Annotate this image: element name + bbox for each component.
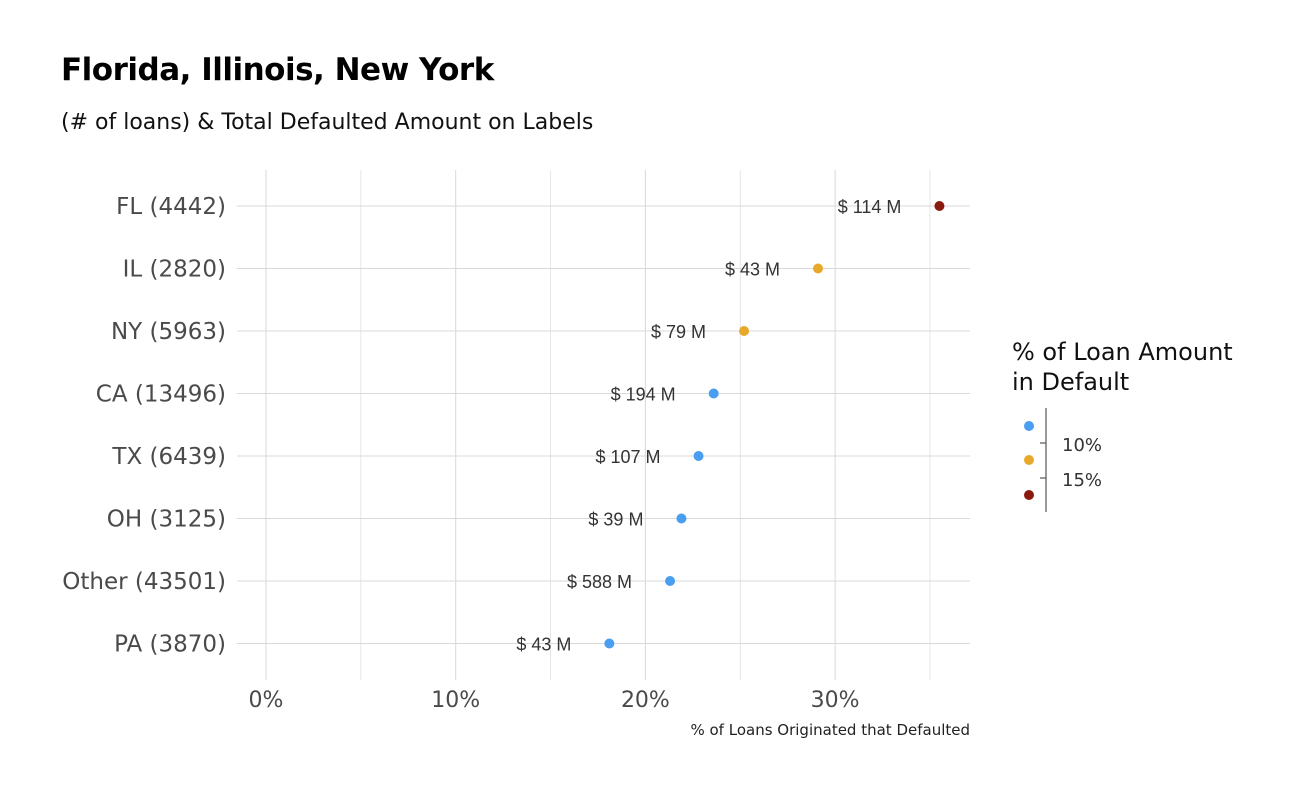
data-point (708, 388, 719, 399)
data-points (604, 201, 945, 649)
x-tick-label: 30% (811, 688, 860, 713)
legend-tick-label: 10% (1062, 435, 1102, 456)
data-point (676, 513, 687, 524)
data-label: $ 107 M (595, 447, 660, 467)
category-label: NY (5963) (111, 319, 226, 345)
x-axis-title: % of Loans Originated that Defaulted (690, 721, 970, 739)
legend-title-line-1: % of Loan Amount (1012, 338, 1233, 366)
legend-title-line-2: in Default (1012, 368, 1129, 396)
legend-key-low (1024, 421, 1034, 431)
legend: % of Loan Amount in Default 10% 15% (1012, 338, 1233, 512)
data-label: $ 588 M (567, 572, 632, 592)
category-label: OH (3125) (107, 507, 226, 533)
grid-lines (237, 170, 970, 680)
data-label: $ 43 M (725, 260, 780, 280)
data-label: $ 194 M (611, 385, 676, 405)
data-labels: $ 114 M $ 43 M $ 79 M $ 194 M $ 107 M $ 39 M $… (516, 197, 901, 655)
data-point (665, 576, 676, 586)
legend-key-mid (1024, 455, 1034, 465)
category-label: TX (6439) (111, 444, 226, 470)
data-point (739, 326, 750, 336)
category-labels: FL (4442) IL (2820) NY (5963) CA (13496) TX … (62, 194, 226, 658)
x-tick-label: 0% (249, 688, 284, 713)
x-tick-labels: 0% 10% 20% 30% (249, 688, 860, 713)
legend-key-high (1024, 490, 1034, 500)
data-label: $ 114 M (838, 197, 902, 217)
chart-title: Florida, Illinois, New York (61, 52, 494, 88)
data-label: $ 43 M (516, 635, 571, 655)
category-label: PA (3870) (114, 632, 226, 658)
legend-tick-label: 15% (1062, 470, 1102, 491)
data-point (693, 451, 704, 461)
data-point (604, 638, 615, 649)
data-label: $ 39 M (588, 510, 643, 530)
data-label: $ 79 M (651, 322, 706, 342)
data-point (934, 201, 945, 211)
x-tick-label: 10% (431, 688, 480, 713)
category-label: IL (2820) (123, 257, 226, 283)
category-label: CA (13496) (96, 382, 226, 408)
category-label: FL (4442) (116, 194, 226, 220)
data-point (813, 263, 824, 274)
category-label: Other (43501) (62, 569, 226, 595)
x-tick-label: 20% (621, 688, 670, 713)
chart-subtitle: (# of loans) & Total Defaulted Amount on… (61, 110, 594, 135)
